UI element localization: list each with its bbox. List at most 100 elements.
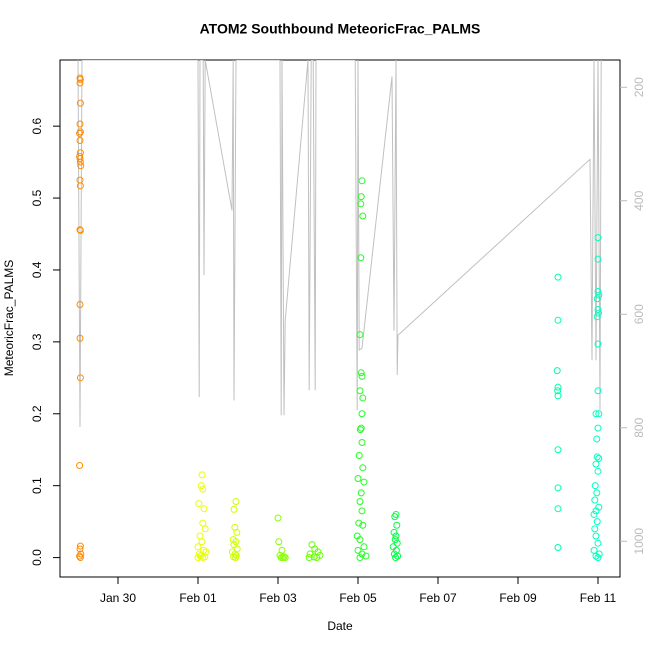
y-tick-label: 0.4	[30, 261, 44, 278]
point	[77, 162, 85, 170]
point	[355, 519, 363, 527]
chart-title: ATOM2 Southbound MeteoricFrac_PALMS	[200, 21, 481, 37]
point	[594, 255, 602, 263]
point	[357, 254, 365, 262]
point	[201, 525, 209, 533]
point	[358, 372, 366, 380]
point	[594, 306, 602, 314]
point	[233, 528, 241, 536]
point	[392, 546, 400, 554]
point	[313, 554, 321, 562]
point	[390, 528, 398, 536]
point	[76, 545, 84, 553]
point	[391, 536, 399, 544]
point	[356, 554, 364, 562]
y2-tick-label: 400	[632, 190, 646, 210]
point	[76, 182, 84, 190]
point	[200, 505, 208, 513]
point	[356, 536, 364, 544]
point	[554, 484, 562, 492]
point	[76, 137, 84, 145]
point	[594, 309, 602, 317]
point	[357, 200, 365, 208]
point	[76, 128, 84, 136]
point	[281, 554, 289, 562]
point	[593, 295, 601, 303]
y2-tick-label: 800	[632, 417, 646, 437]
point	[76, 462, 84, 470]
point	[76, 300, 84, 308]
point	[594, 554, 602, 562]
point	[594, 539, 602, 547]
y-axis-label: MeteoricFrac_PALMS	[2, 260, 16, 376]
point	[595, 291, 603, 299]
point	[554, 387, 562, 395]
point	[391, 513, 399, 521]
x-tick-label: Jan 30	[100, 591, 136, 605]
x-tick-label: Feb 05	[339, 591, 377, 605]
point	[358, 550, 366, 558]
plot-area	[76, 60, 603, 562]
point	[593, 489, 601, 497]
x-axis-label: Date	[327, 619, 353, 633]
point	[279, 554, 287, 562]
point	[595, 410, 603, 418]
point	[592, 507, 600, 515]
y-tick-label: 0.6	[30, 117, 44, 134]
point	[355, 451, 363, 459]
point	[392, 532, 400, 540]
x-tick-label: Feb 07	[419, 591, 457, 605]
point	[359, 394, 367, 402]
y-tick-label: 0.0	[30, 549, 44, 566]
point	[275, 538, 283, 546]
point	[356, 331, 364, 339]
point	[359, 212, 367, 220]
point	[195, 500, 203, 508]
point	[358, 410, 366, 418]
point	[594, 340, 602, 348]
pressure-line	[77, 60, 602, 428]
point	[197, 482, 205, 490]
point	[358, 439, 366, 447]
point	[594, 234, 602, 242]
point	[554, 392, 562, 400]
point	[593, 518, 601, 526]
point	[359, 464, 367, 472]
point	[76, 374, 84, 382]
y-tick-label: 0.1	[30, 477, 44, 494]
point	[593, 453, 601, 461]
point	[393, 521, 401, 529]
point	[310, 553, 318, 561]
point	[592, 552, 600, 560]
point	[76, 226, 84, 234]
point	[76, 542, 84, 550]
point	[232, 497, 240, 505]
point	[354, 546, 362, 554]
point	[76, 158, 84, 166]
x-tick-label: Feb 01	[179, 591, 217, 605]
point	[357, 193, 365, 201]
point	[393, 539, 401, 547]
point	[76, 99, 84, 107]
point	[392, 554, 400, 562]
point	[554, 316, 562, 324]
point	[76, 176, 84, 184]
point	[591, 496, 599, 504]
point	[198, 538, 206, 546]
point	[76, 120, 84, 128]
point	[76, 75, 84, 83]
point	[592, 410, 600, 418]
point	[199, 519, 207, 527]
point	[305, 554, 313, 562]
point	[594, 288, 602, 296]
point	[76, 554, 84, 562]
point	[554, 505, 562, 513]
point	[356, 387, 364, 395]
point	[595, 454, 603, 462]
point	[591, 525, 599, 533]
point	[360, 543, 368, 551]
point	[590, 510, 598, 518]
y2-tick-label: 600	[632, 304, 646, 324]
point	[196, 552, 204, 560]
